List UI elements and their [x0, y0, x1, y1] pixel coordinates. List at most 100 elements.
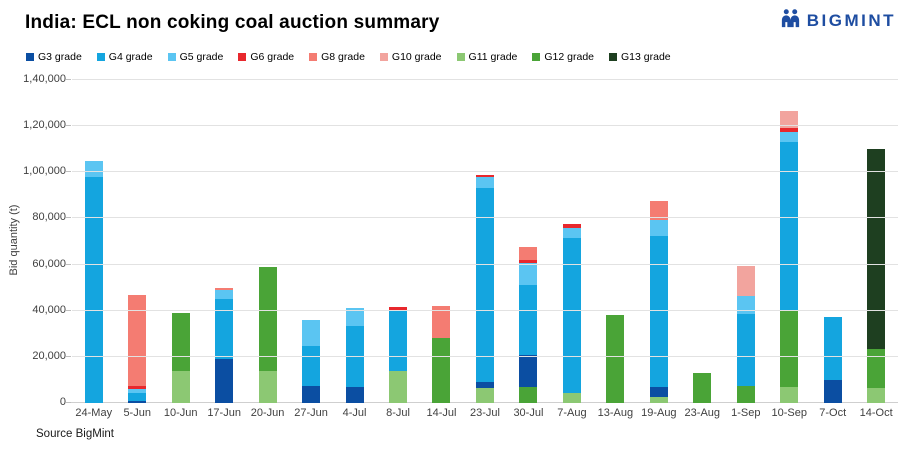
- legend-item-g10: G10 grade: [379, 51, 442, 63]
- stacked-bar-14-jul: [432, 306, 451, 403]
- bar-segment-23-jul-g3: [475, 382, 494, 389]
- bar-segment-17-jun-g4: [215, 299, 234, 360]
- bar-segment-30-jul-g5: [519, 263, 538, 286]
- bar-slot-14-jul: [420, 80, 463, 403]
- bar-segment-5-jun-g6: [128, 385, 147, 390]
- gridline: [72, 355, 898, 357]
- x-tick-label-4-jul: 4-Jul: [342, 407, 367, 419]
- legend-item-g12: G12 grade: [532, 51, 594, 63]
- legend-swatch-g4: [96, 53, 105, 61]
- bar-segment-7-aug-g11: [562, 392, 581, 403]
- legend-item-g13: G13 grade: [609, 51, 671, 63]
- bar-segment-19-aug-g3: [649, 386, 668, 398]
- y-tick-label: 1,40,000: [23, 73, 66, 85]
- bar-segment-23-jul-g6: [475, 174, 494, 177]
- gridline: [72, 125, 898, 127]
- legend-swatch-g12: [532, 53, 541, 61]
- bar-slot-7-oct: [811, 80, 854, 403]
- x-tick-label-20-jun: 20-Jun: [250, 407, 285, 419]
- x-tick-label-27-jun: 27-Jun: [294, 407, 328, 419]
- bar-segment-8-jul-g11: [389, 370, 408, 403]
- bar-segment-23-aug-g12: [693, 373, 712, 403]
- legend-label: G13 grade: [621, 51, 671, 63]
- bar-segment-7-oct-g3: [823, 379, 842, 403]
- x-tick-label-13-aug: 13-Aug: [597, 407, 634, 419]
- bar-slot-5-jun: [115, 80, 158, 403]
- bar-segment-17-jun-g3: [215, 359, 234, 403]
- bar-segment-19-aug-g5: [649, 219, 668, 236]
- bar-segment-30-jul-g4: [519, 285, 538, 355]
- bar-segment-1-sep-g12: [736, 385, 755, 403]
- bar-segment-10-sep-g5: [780, 131, 799, 143]
- bar-slot-14-oct: [854, 80, 897, 403]
- stacked-bar-23-aug: [693, 373, 712, 403]
- stacked-bar-27-jun: [302, 319, 321, 403]
- legend-item-g3: G3 grade: [26, 51, 82, 63]
- y-axis: 0 20,000 40,000 60,000 80,000 1,00,000 1,20,00…: [0, 73, 66, 408]
- bar-slot-17-jun: [202, 80, 245, 403]
- bar-segment-7-oct-g4: [823, 316, 842, 380]
- bar-segment-10-jun-g11: [171, 370, 190, 403]
- x-tick-label-23-aug: 23-Aug: [684, 407, 721, 419]
- stacked-bar-1-sep: [736, 265, 755, 403]
- y-tick-label: 60,000: [32, 257, 66, 270]
- bar-segment-27-jun-g4: [302, 346, 321, 386]
- stacked-bar-10-jun: [171, 313, 190, 403]
- stacked-bar-23-jul: [475, 174, 494, 403]
- bar-segment-13-aug-g12: [606, 315, 625, 403]
- y-tick-mark: [66, 125, 71, 127]
- bar-segment-20-jun-g12: [258, 266, 277, 371]
- brand-name: BIGMINT: [806, 11, 896, 30]
- legend-item-g8: G8 grade: [309, 51, 365, 63]
- bar-slot-23-aug: [681, 80, 724, 403]
- bar-segment-1-sep-g5: [736, 295, 755, 315]
- x-tick-label-19-aug: 19-Aug: [641, 407, 677, 419]
- bar-segment-10-jun-g12: [171, 313, 190, 371]
- bar-segment-5-jun-g8: [128, 294, 147, 386]
- gridline: [72, 309, 898, 311]
- legend-label: G5 grade: [179, 51, 224, 63]
- legend-label: G10 grade: [391, 51, 442, 63]
- bar-segment-7-aug-g5: [562, 227, 581, 239]
- chart-legend: G3 grade G4 grade G5 grade G6 grade G8 grade…: [26, 51, 671, 63]
- bar-segment-24-may-g5: [84, 160, 103, 177]
- bar-segment-10-sep-g10: [780, 111, 799, 129]
- page-title: India: ECL non coking coal auction summa…: [25, 12, 440, 33]
- bar-segment-19-aug-g11: [649, 397, 668, 403]
- bar-slot-20-jun: [246, 80, 289, 403]
- y-tick-mark: [66, 171, 71, 173]
- x-axis-labels: 24-May 5-Jun 10-Jun 17-Jun 20-Jun 27-Jun 4-Jul…: [72, 407, 898, 419]
- bar-segment-19-aug-g4: [649, 235, 668, 387]
- bar-segment-19-aug-g8: [649, 201, 668, 220]
- legend-swatch-g13: [609, 53, 617, 61]
- stacked-bar-7-oct: [823, 316, 842, 403]
- x-tick-label-5-jun: 5-Jun: [123, 407, 151, 419]
- bar-slot-1-sep: [724, 80, 767, 403]
- x-tick-label-17-jun: 17-Jun: [207, 407, 241, 419]
- bar-slot-8-jul: [376, 80, 419, 403]
- gridline: [72, 171, 898, 173]
- stacked-bar-5-jun: [128, 294, 147, 403]
- stacked-bar-24-may: [84, 160, 103, 403]
- bar-segment-14-oct-g12: [867, 348, 886, 389]
- bar-segment-14-jul-g8: [432, 306, 451, 339]
- x-tick-label-14-oct: 14-Oct: [859, 407, 893, 419]
- bar-segment-27-jun-g3: [302, 385, 321, 403]
- y-tick-label: 20,000: [32, 349, 66, 362]
- y-tick-mark: [66, 402, 71, 403]
- bar-segment-23-jul-g5: [475, 176, 494, 189]
- bar-segment-23-jul-g11: [475, 388, 494, 403]
- legend-swatch-g3: [26, 53, 34, 61]
- legend-swatch-g10: [379, 53, 388, 61]
- bar-segment-30-jul-g3: [519, 354, 538, 387]
- gridline: [72, 79, 898, 80]
- plot-area: [66, 79, 898, 403]
- bar-slot-30-jul: [507, 80, 550, 403]
- bar-segment-8-jul-g4: [389, 309, 408, 371]
- bar-segment-30-jul-g6: [519, 260, 538, 264]
- bar-segment-7-aug-g6: [562, 224, 581, 228]
- legend-label: G4 grade: [108, 51, 153, 63]
- x-tick-label-23-jul: 23-Jul: [469, 407, 500, 419]
- bar-slot-27-jun: [289, 80, 332, 403]
